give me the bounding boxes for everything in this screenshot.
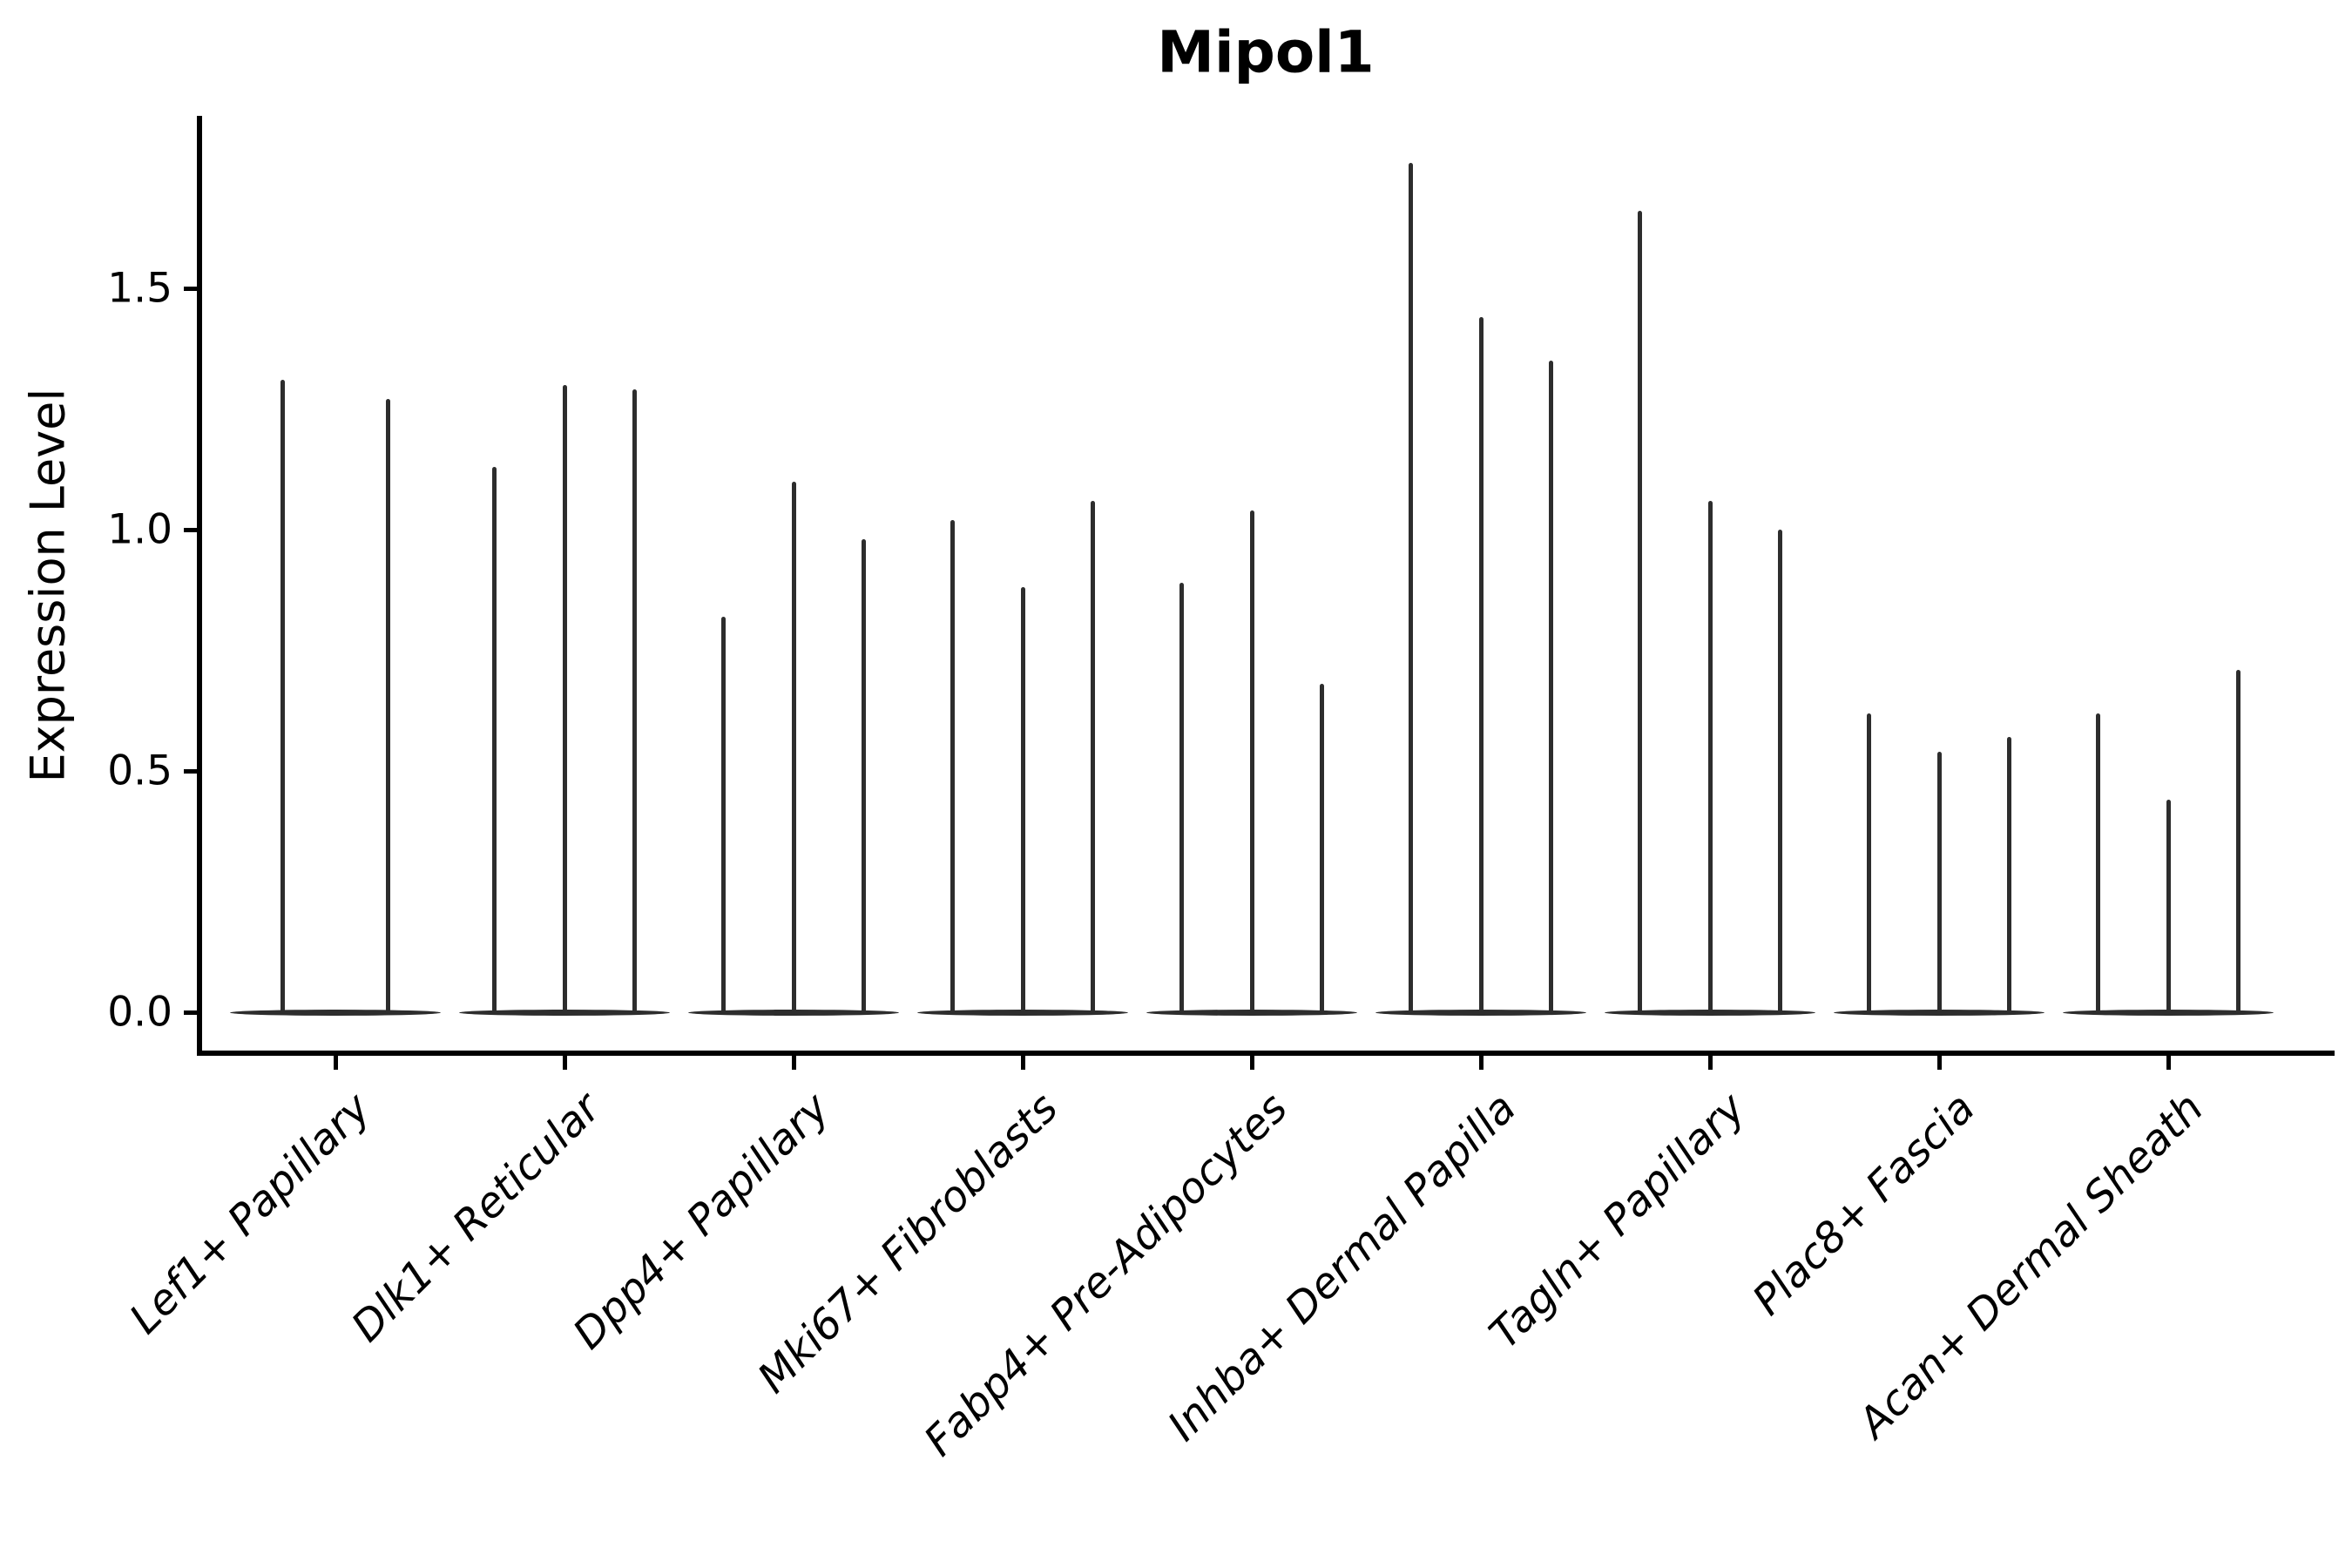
y-tick-label: 1.0 (107, 505, 172, 554)
violin-needle (562, 384, 567, 1012)
x-tick (1707, 1056, 1713, 1070)
violin-needle (1249, 510, 1254, 1012)
x-tick-label: Plac8+ Fascia (1742, 1084, 1984, 1325)
y-tick-label: 0.5 (107, 747, 172, 795)
x-tick (1020, 1056, 1025, 1070)
violin-needle (386, 399, 390, 1012)
x-tick (1249, 1056, 1254, 1070)
violin-needle (791, 481, 796, 1012)
violin-needle (491, 466, 497, 1012)
violin-base (1605, 1009, 1815, 1016)
violin-needle (1320, 684, 1325, 1012)
y-tick (184, 527, 198, 532)
x-tick (2166, 1056, 2171, 1070)
violin-needle (720, 616, 726, 1012)
x-tick (562, 1056, 567, 1070)
violin-base (1375, 1009, 1586, 1016)
x-tick-label: Lef1+ Papillary (120, 1084, 381, 1344)
x-tick (1478, 1056, 1484, 1070)
violin-needle (1707, 500, 1713, 1012)
y-tick (184, 768, 198, 774)
violin-base (1146, 1009, 1357, 1016)
x-tick-label: Dpp4+ Papillary (564, 1084, 839, 1359)
violin-needle (1778, 530, 1783, 1012)
violin-needle (2236, 669, 2241, 1012)
y-axis-label: Expression Level (20, 388, 76, 783)
y-tick (184, 1010, 198, 1015)
violin-needle (2095, 713, 2100, 1012)
violin-needle (1020, 587, 1025, 1012)
violin-needle (2007, 737, 2012, 1012)
violin-base (230, 1009, 441, 1016)
y-axis-spine (197, 116, 202, 1056)
violin-needle (1179, 582, 1184, 1012)
violin-needle (280, 380, 285, 1012)
x-tick (1936, 1056, 1942, 1070)
x-tick-label: Fabp4+ Pre-Adipocytes (915, 1084, 1297, 1466)
violin-base (917, 1009, 1128, 1016)
x-axis-spine (197, 1051, 2335, 1056)
y-tick-label: 0.0 (107, 988, 172, 1037)
violin-needle (862, 539, 867, 1012)
violin-needle (1866, 713, 1871, 1012)
y-tick-label: 1.5 (107, 264, 172, 313)
x-tick (791, 1056, 796, 1070)
violin-needle (1549, 361, 1554, 1012)
violin-needle (1478, 317, 1484, 1012)
y-tick (184, 286, 198, 291)
violin-base (459, 1009, 670, 1016)
violin-base (1834, 1009, 2044, 1016)
violin-needle (950, 519, 955, 1012)
violin-needle (632, 389, 638, 1012)
violin-needle (2166, 800, 2171, 1012)
plot-title: Mipol1 (1157, 18, 1375, 86)
x-tick (333, 1056, 338, 1070)
violin-needle (1408, 162, 1413, 1012)
violin-base (2063, 1009, 2274, 1016)
x-tick-label: Dlk1+ Reticular (341, 1084, 610, 1352)
violin-needle (1936, 751, 1942, 1012)
violin-needle (1091, 500, 1096, 1012)
violin-base (688, 1009, 899, 1016)
x-tick-label: Tagln+ Papillary (1480, 1084, 1755, 1359)
violin-needle (1637, 211, 1642, 1012)
